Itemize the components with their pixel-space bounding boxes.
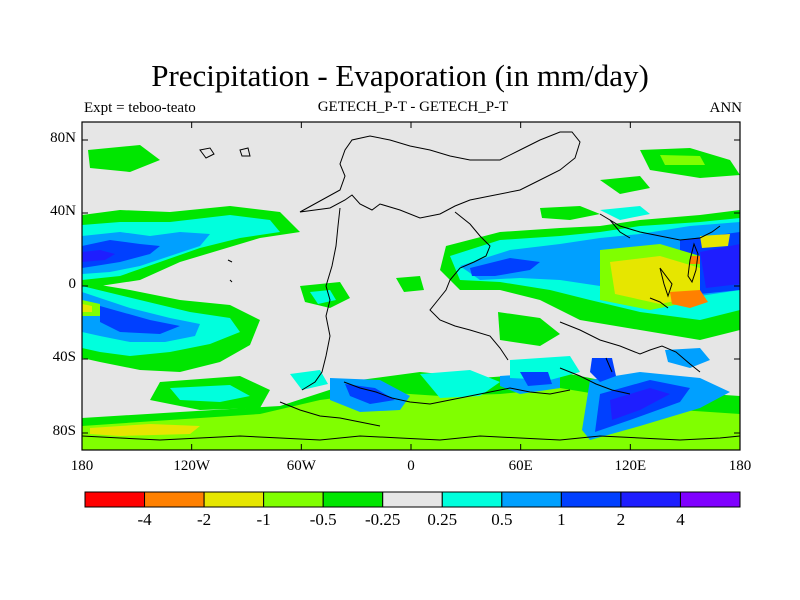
x-tick-label: 180 [728,458,752,474]
colorbar-swatch [620,491,681,508]
field-region [82,388,740,450]
field-region [610,388,670,420]
field-region [82,240,160,268]
field-region [600,206,650,220]
field-region [345,384,395,404]
colorbar-swatch [501,491,562,508]
field-region [600,176,650,194]
field-region [498,312,560,346]
colorbar-label: 2 [616,510,626,529]
season-label: ANN [709,100,743,116]
y-tick-marks [82,139,740,434]
x-tick-label: 60E [508,458,533,474]
x-tick-label: 120E [614,458,647,474]
colorbar-swatch [84,491,146,508]
y-tick-label: 0 [68,276,77,292]
y-tick-label: 40S [52,349,76,365]
colorbar-label: -4 [137,510,152,529]
coastline [82,131,740,441]
field-region [290,370,328,390]
y-tick-label: 40N [50,203,76,219]
colorbar-label: 0.5 [491,510,513,529]
field-region [82,250,115,262]
map-title: Precipitation - Evaporation (in mm/day) [151,58,649,93]
colorbar-label: 0.25 [427,510,458,529]
colorbar-label: -0.5 [309,510,337,529]
field-region [90,424,200,436]
x-tick-label: 0 [407,458,415,474]
y-tick-label: 80S [52,423,76,439]
colorbar-label: 1 [557,510,566,529]
x-tick-label: 60W [286,458,316,474]
field-region [665,348,710,368]
map-field [82,122,740,450]
colorbar-label: 4 [676,510,685,529]
colorbar-swatch [203,491,265,508]
x-tick-marks [81,122,741,450]
colorbar-swatch [382,491,443,508]
experiment-label: Expt = teboo-teato [84,100,196,116]
field-region [520,372,552,386]
field-region [690,256,700,264]
colorbar-label: -2 [196,510,212,529]
colorbar-label: -1 [256,510,271,529]
field-region [660,155,705,165]
field-region [670,290,708,308]
dataset-label: GETECH_P-T - GETECH_P-T [317,99,509,115]
x-tick-label: 180 [70,458,94,474]
field-region [700,244,740,288]
field-region [88,145,160,172]
field-region [420,370,500,398]
colorbar-label: -0.25 [365,510,401,529]
field-region [100,306,180,334]
field-region [590,358,616,382]
colorbar [84,491,741,508]
y-tick-label: 80N [50,130,76,146]
x-tick-label: 120W [173,458,210,474]
colorbar-swatch [263,491,324,508]
colorbar-swatch [560,491,622,508]
colorbar-swatch [322,491,384,508]
field-region [700,234,730,248]
field-region [82,304,92,312]
field-region [396,276,424,292]
field-region [470,258,540,276]
colorbar-swatch [679,491,741,508]
field-region [540,206,600,220]
colorbar-swatch [144,491,205,508]
field-region [170,385,250,402]
colorbar-swatch [441,491,503,508]
